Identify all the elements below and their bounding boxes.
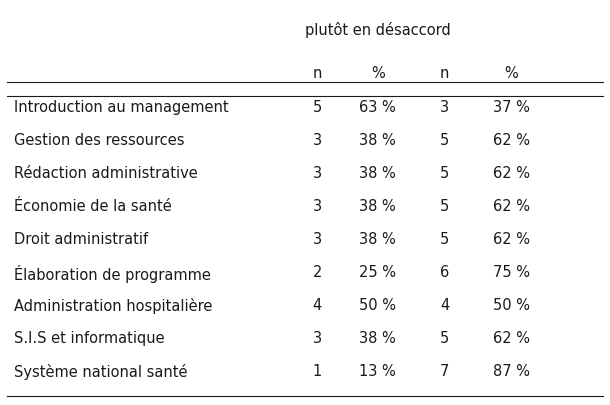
Text: 3: 3	[312, 133, 321, 148]
Text: S.I.S et informatique: S.I.S et informatique	[13, 331, 164, 346]
Text: 50 %: 50 %	[493, 298, 530, 313]
Text: 38 %: 38 %	[359, 232, 396, 247]
Text: 7: 7	[440, 364, 450, 379]
Text: 63 %: 63 %	[359, 100, 396, 115]
Text: 62 %: 62 %	[493, 232, 530, 247]
Text: Gestion des ressources: Gestion des ressources	[13, 133, 184, 148]
Text: 6: 6	[440, 265, 450, 280]
Text: Élaboration de programme: Élaboration de programme	[13, 265, 210, 283]
Text: 4: 4	[312, 298, 321, 313]
Text: 87 %: 87 %	[493, 364, 530, 379]
Text: 3: 3	[440, 100, 449, 115]
Text: 62 %: 62 %	[493, 199, 530, 214]
Text: %: %	[504, 66, 518, 81]
Text: 75 %: 75 %	[493, 265, 530, 280]
Text: 38 %: 38 %	[359, 199, 396, 214]
Text: Rédaction administrative: Rédaction administrative	[13, 166, 197, 181]
Text: 13 %: 13 %	[359, 364, 396, 379]
Text: Administration hospitalière: Administration hospitalière	[13, 298, 212, 314]
Text: Introduction au management: Introduction au management	[13, 100, 228, 115]
Text: 2: 2	[312, 265, 322, 280]
Text: 1: 1	[312, 364, 321, 379]
Text: 62 %: 62 %	[493, 133, 530, 148]
Text: 50 %: 50 %	[359, 298, 396, 313]
Text: 3: 3	[312, 232, 321, 247]
Text: %: %	[371, 66, 385, 81]
Text: Droit administratif: Droit administratif	[13, 232, 148, 247]
Text: 5: 5	[440, 331, 450, 346]
Text: Économie de la santé: Économie de la santé	[13, 199, 171, 214]
Text: 5: 5	[440, 133, 450, 148]
Text: Système national santé: Système national santé	[13, 364, 187, 380]
Text: 5: 5	[440, 232, 450, 247]
Text: 5: 5	[440, 199, 450, 214]
Text: 3: 3	[312, 331, 321, 346]
Text: 38 %: 38 %	[359, 166, 396, 181]
Text: 5: 5	[440, 166, 450, 181]
Text: 37 %: 37 %	[493, 100, 530, 115]
Text: 25 %: 25 %	[359, 265, 396, 280]
Text: 5: 5	[312, 100, 321, 115]
Text: 4: 4	[440, 298, 450, 313]
Text: 3: 3	[312, 199, 321, 214]
Text: 3: 3	[312, 166, 321, 181]
Text: n: n	[312, 66, 322, 81]
Text: n: n	[440, 66, 450, 81]
Text: 62 %: 62 %	[493, 331, 530, 346]
Text: 38 %: 38 %	[359, 133, 396, 148]
Text: plutôt en désaccord: plutôt en désaccord	[305, 21, 451, 38]
Text: 62 %: 62 %	[493, 166, 530, 181]
Text: 38 %: 38 %	[359, 331, 396, 346]
